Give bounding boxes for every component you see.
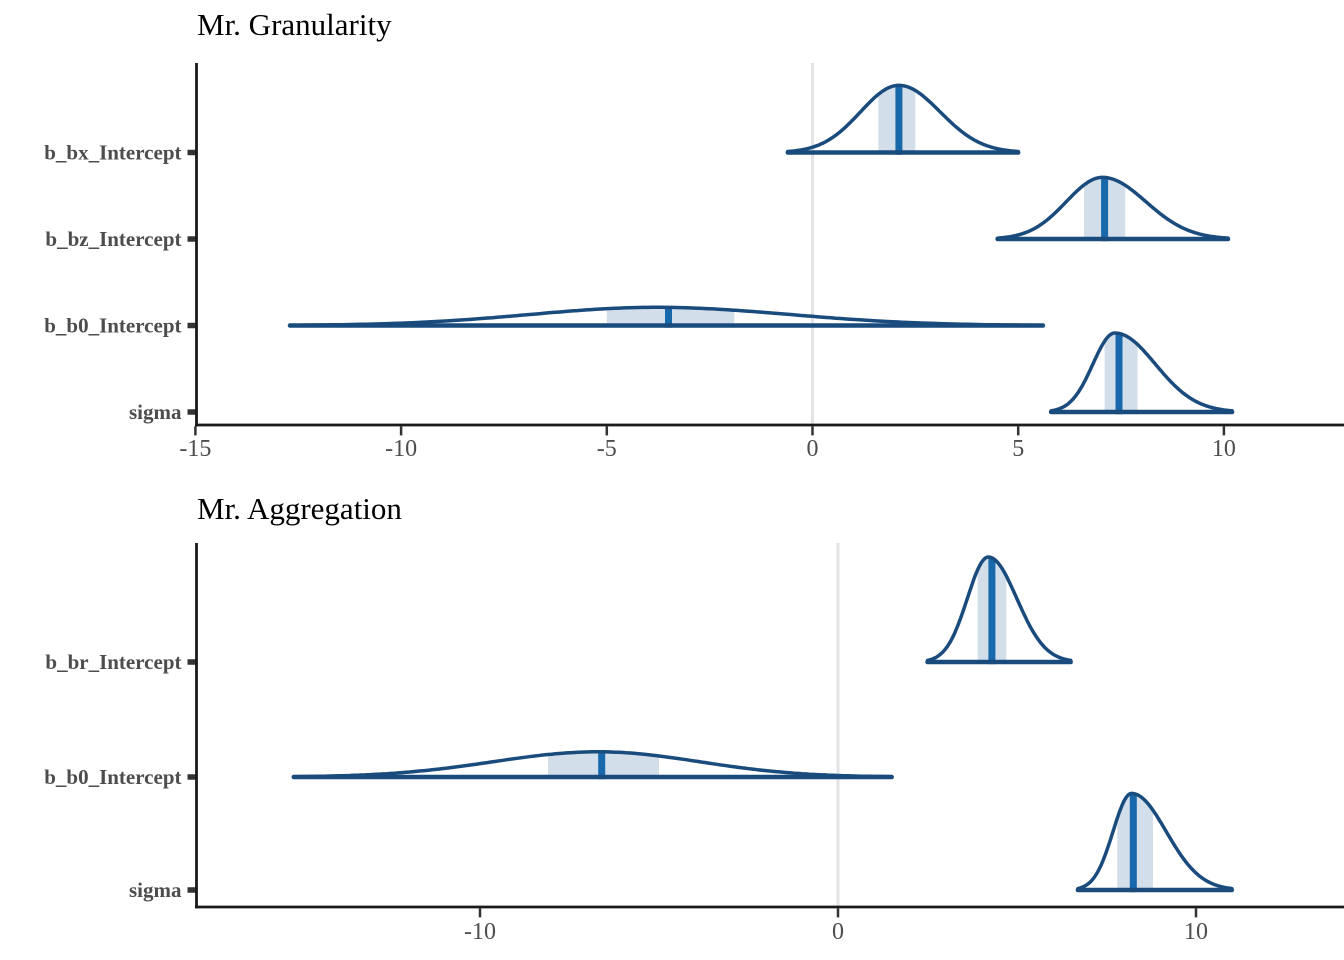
y-axis-tick (187, 887, 197, 893)
density-curve (786, 83, 1020, 154)
y-axis-tick (187, 409, 197, 415)
x-tick-label: 0 (807, 436, 819, 462)
y-axis-tick (187, 322, 197, 329)
y-axis-label-sigma: sigma (129, 878, 182, 902)
density-b_bx_Intercept (785, 83, 1021, 155)
y-axis-tick (187, 236, 197, 242)
panel-granularity: b_bx_Intercept b_bz_Intercept b_b0_Interce… (44, 63, 1344, 462)
x-tick-label: 10 (1184, 919, 1208, 945)
median-bar (1129, 793, 1137, 893)
density-curve (925, 555, 1073, 663)
y-axis-label-b_b0_Intercept: b_b0_Intercept (44, 314, 181, 338)
y-axis-label-sigma: sigma (129, 400, 182, 424)
x-tick-label: -15 (179, 436, 211, 462)
density-sigma (1075, 791, 1235, 893)
y-axis-tick (187, 659, 197, 665)
median-bar (1115, 333, 1123, 415)
median-bar (895, 85, 903, 155)
panel-title-aggregation: Mr. Aggregation (197, 491, 402, 526)
density-curve (292, 750, 894, 779)
density-b_b0_Intercept (291, 750, 894, 780)
median-bar (665, 307, 672, 328)
density-b_bz_Intercept (995, 175, 1231, 242)
panel-title-granularity: Mr. Granularity (197, 7, 392, 42)
density-b_br_Intercept (925, 555, 1073, 665)
density-curve (288, 305, 1045, 327)
y-axis-label-b_bx_Intercept: b_bx_Intercept (44, 141, 181, 165)
median-bar (598, 751, 606, 780)
density-curve (995, 175, 1230, 240)
x-tick-label: -5 (597, 436, 617, 462)
median-bar (988, 557, 996, 665)
x-tick-label: -10 (464, 919, 496, 945)
density-curve (1049, 331, 1234, 413)
y-axis-tick (187, 149, 197, 156)
x-tick-label: 10 (1212, 436, 1236, 462)
density-b_b0_Intercept (287, 305, 1046, 328)
y-axis-tick (187, 774, 197, 780)
x-tick-label: -10 (385, 436, 417, 462)
y-axis-label-b_bz_Intercept: b_bz_Intercept (45, 227, 181, 251)
y-axis-label-b_b0_Intercept: b_b0_Intercept (44, 765, 181, 789)
y-axis-label-b_br_Intercept: b_br_Intercept (45, 650, 181, 674)
density-curve (1076, 791, 1234, 891)
x-tick-label: 0 (832, 919, 844, 945)
density-sigma (1048, 331, 1235, 415)
x-tick-label: 5 (1012, 436, 1024, 462)
median-bar (1101, 177, 1109, 242)
